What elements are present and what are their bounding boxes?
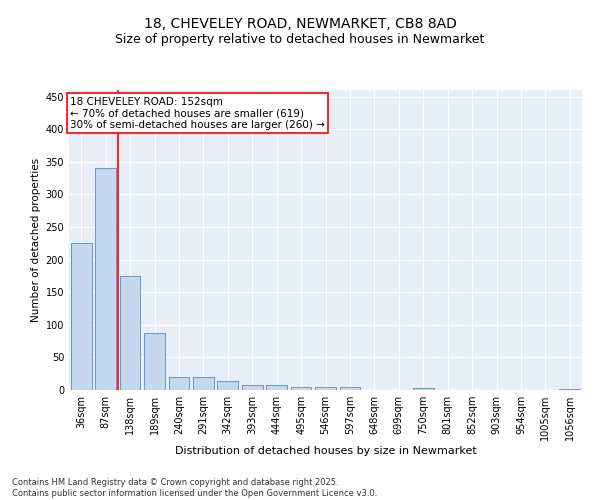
Bar [71, 244, 92, 390]
Text: Size of property relative to detached houses in Newmarket: Size of property relative to detached ho… [115, 32, 485, 46]
Bar [169, 377, 190, 390]
Bar [144, 332, 165, 390]
Bar [559, 388, 580, 390]
Bar [119, 276, 140, 390]
Y-axis label: Number of detached properties: Number of detached properties [31, 158, 41, 322]
Bar [413, 388, 434, 390]
X-axis label: Distribution of detached houses by size in Newmarket: Distribution of detached houses by size … [175, 446, 476, 456]
Bar [193, 377, 214, 390]
Bar [242, 385, 263, 390]
Text: Contains HM Land Registry data © Crown copyright and database right 2025.
Contai: Contains HM Land Registry data © Crown c… [12, 478, 377, 498]
Bar [315, 386, 336, 390]
Bar [95, 168, 116, 390]
Text: 18 CHEVELEY ROAD: 152sqm
← 70% of detached houses are smaller (619)
30% of semi-: 18 CHEVELEY ROAD: 152sqm ← 70% of detach… [70, 96, 325, 130]
Bar [340, 386, 361, 390]
Text: 18, CHEVELEY ROAD, NEWMARKET, CB8 8AD: 18, CHEVELEY ROAD, NEWMARKET, CB8 8AD [143, 18, 457, 32]
Bar [266, 385, 287, 390]
Bar [217, 381, 238, 390]
Bar [290, 386, 311, 390]
